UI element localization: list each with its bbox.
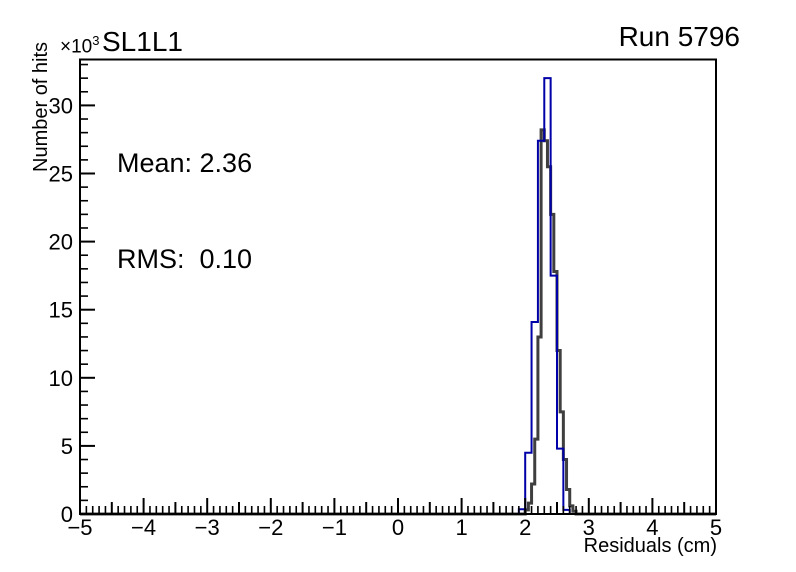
x-tick-label: 2 [519,515,531,540]
x-tick-label: 5 [710,515,722,540]
y-tick-label: 30 [49,93,73,118]
stat-mean: Mean: 2.36 [117,148,253,178]
x-tick-label: −1 [322,515,347,540]
stat-rms: RMS: 0.10 [117,244,253,274]
x-tick-label: −5 [67,515,92,540]
y-tick-label: 10 [49,366,73,391]
x-tick-label: 4 [646,515,658,540]
x-tick-label: 3 [583,515,595,540]
stats-box: Mean: 2.36 RMS: 0.10 [117,83,252,339]
y-tick-label: 5 [61,434,73,459]
y-axis-exponent-power: 3 [92,33,100,48]
plot-title: SL1L1 [102,26,183,57]
y-axis-exponent-base: ×10 [60,36,93,58]
run-number-label: Run 5796 [618,21,740,52]
y-tick-label: 0 [61,502,73,527]
y-axis-title: Number of hits [30,42,52,172]
x-tick-label: −2 [258,515,283,540]
x-tick-label: 1 [455,515,467,540]
plot-frame [79,58,717,515]
y-axis-exponent: ×103 [60,33,99,58]
x-axis-title: Residuals (cm) [584,535,717,557]
x-tick-label: −4 [131,515,156,540]
y-tick-label: 25 [49,161,73,186]
x-tick-label: 0 [392,515,404,540]
x-tick-label: −3 [195,515,220,540]
y-tick-label: 20 [49,230,73,255]
y-tick-label: 15 [49,298,73,323]
